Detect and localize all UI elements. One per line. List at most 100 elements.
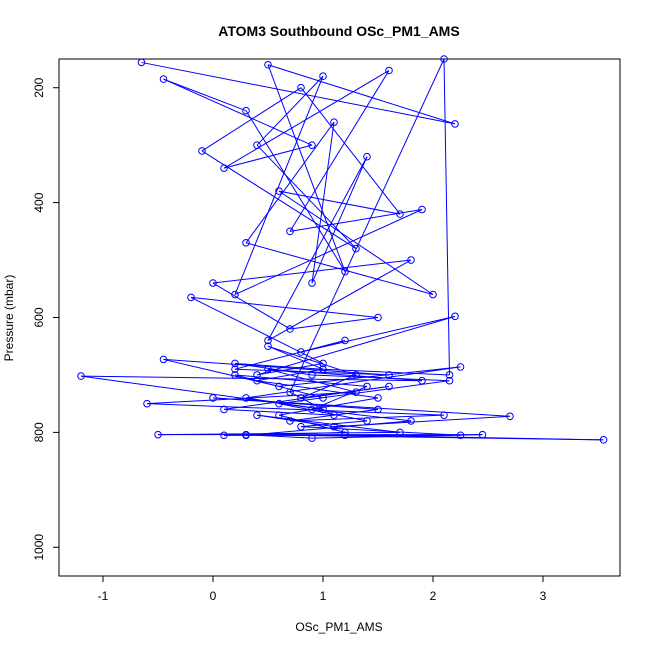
- data-point: [319, 72, 327, 81]
- data-point: [286, 325, 294, 333]
- data-point: [319, 365, 327, 374]
- data-point: [264, 336, 272, 345]
- series-line-segment: [256, 368, 324, 382]
- series-line-segment: [300, 315, 456, 353]
- data-point: [599, 436, 608, 444]
- data-point: [445, 376, 454, 385]
- data-point: [220, 405, 228, 414]
- series-line-segment: [234, 374, 324, 399]
- data-point: [330, 411, 338, 419]
- series-line-segment: [245, 366, 461, 399]
- data-point: [209, 279, 217, 287]
- y-tick-label: 1000: [32, 534, 46, 561]
- data-point: [308, 371, 316, 379]
- data-point: [231, 365, 239, 374]
- data-point: [275, 187, 283, 195]
- data-point: [253, 411, 261, 419]
- series-line-segment: [267, 368, 357, 393]
- series-line-segment: [212, 259, 412, 284]
- x-tick-label: -1: [98, 589, 109, 603]
- series-line-segment: [80, 375, 423, 382]
- series-line-segment: [289, 58, 445, 393]
- data-point: [275, 382, 283, 391]
- series-line-segment: [190, 296, 379, 318]
- series-line-segment: [212, 397, 511, 417]
- data-point: [242, 431, 250, 440]
- data-point: [396, 428, 404, 437]
- series-line-segment: [146, 403, 445, 416]
- data-point: [253, 376, 261, 385]
- data-point: [352, 244, 360, 253]
- series-line-segment: [278, 190, 434, 295]
- data-point: [341, 428, 349, 437]
- data-point: [187, 293, 195, 302]
- data-point: [456, 431, 465, 440]
- data-point: [264, 342, 272, 351]
- data-point: [407, 417, 415, 425]
- data-point: [286, 227, 294, 236]
- data-point: [253, 371, 261, 379]
- plot-area: [77, 55, 608, 444]
- series-line-segment: [141, 61, 456, 125]
- data-point: [297, 422, 305, 431]
- data-point: [137, 58, 146, 67]
- data-point: [445, 371, 454, 379]
- series-line-segment: [311, 408, 412, 422]
- series-line-segment: [311, 385, 368, 410]
- series-line-segment: [289, 70, 390, 232]
- data-point: [220, 164, 228, 172]
- series-line-segment: [223, 385, 390, 410]
- series-line-segment: [234, 362, 324, 370]
- series-line-segment: [311, 122, 335, 284]
- y-tick-label: 800: [32, 422, 46, 442]
- data-point: [297, 83, 305, 92]
- data-point: [297, 394, 305, 402]
- data-point: [396, 210, 404, 218]
- data-point: [363, 152, 371, 161]
- series-line-segment: [311, 374, 450, 382]
- data-point: [308, 279, 316, 287]
- data-point: [418, 376, 426, 385]
- data-point: [363, 382, 371, 391]
- data-point: [242, 106, 250, 115]
- data-point: [159, 355, 168, 364]
- data-point: [385, 66, 393, 75]
- data-point: [198, 147, 206, 155]
- series-line-segment: [256, 362, 324, 376]
- series-line-segment: [163, 78, 247, 112]
- data-point: [286, 388, 294, 396]
- series-line-segment: [278, 397, 379, 416]
- data-point: [242, 394, 250, 402]
- y-tick-label: 200: [32, 77, 46, 97]
- data-point: [330, 422, 338, 431]
- data-point: [231, 359, 239, 368]
- y-tick-label: 600: [32, 307, 46, 327]
- data-point: [308, 405, 316, 414]
- series-line-segment: [245, 431, 346, 436]
- data-point: [308, 141, 316, 149]
- data-point: [297, 348, 305, 356]
- series-line-segment: [267, 259, 412, 341]
- data-point: [330, 118, 338, 126]
- series-line-segment: [267, 345, 324, 370]
- series-line-segment: [163, 78, 313, 146]
- data-point: [231, 371, 239, 379]
- x-axis: -1 0 1 2 3: [98, 576, 547, 603]
- series-line-segment: [163, 358, 390, 376]
- y-axis-label: Pressure (mbar): [2, 275, 16, 362]
- data-point: [308, 434, 316, 442]
- x-axis-label: OSc_PM1_AMS: [295, 620, 382, 634]
- data-point: [440, 411, 448, 419]
- series-line-segment: [201, 87, 302, 152]
- series-line-segment: [344, 434, 604, 441]
- data-point: [286, 417, 294, 425]
- data-point: [319, 394, 327, 402]
- data-point: [418, 205, 426, 214]
- series-line-segment: [212, 282, 291, 330]
- data-point: [456, 363, 465, 371]
- series-line-segment: [300, 87, 401, 215]
- data-point: [143, 399, 151, 408]
- series-line-segment: [234, 374, 368, 387]
- data-point: [242, 239, 250, 247]
